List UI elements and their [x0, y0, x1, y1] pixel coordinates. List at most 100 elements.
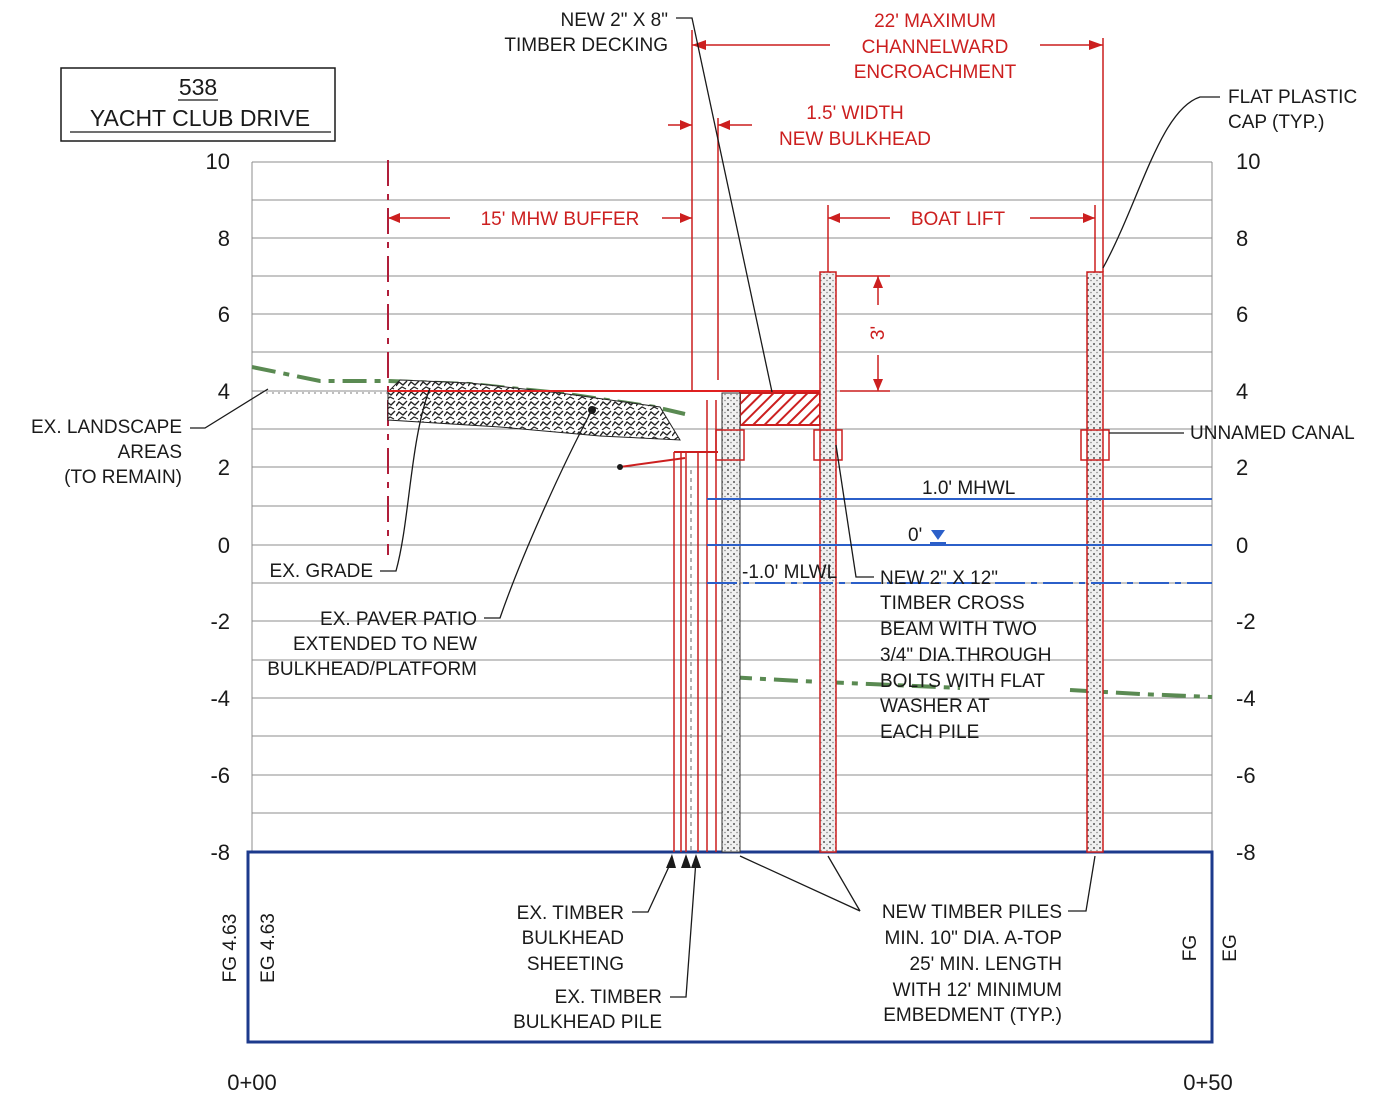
- landscape-line-3: (TO REMAIN): [64, 467, 182, 488]
- patio-line-2: EXTENDED TO NEW: [293, 634, 477, 655]
- bulkhead-width-line-1: 1.5' WIDTH: [806, 103, 904, 124]
- dim-boat-lift: [827, 205, 1096, 272]
- sheeting-leader: [632, 859, 673, 913]
- right-axis: 10 8 6 4 2 0 -2 -4 -6 -8: [1236, 149, 1260, 865]
- water-levels: [707, 498, 1212, 584]
- datum-box: [246, 850, 1214, 1044]
- cross-beam-line-7: EACH PILE: [880, 722, 979, 743]
- grade-label: EX. GRADE: [270, 561, 373, 582]
- tick-left-n2: -2: [210, 609, 230, 634]
- grade-tie: [619, 457, 686, 468]
- piles-line-2: MIN. 10" DIA. A-TOP: [885, 928, 1062, 949]
- piles-line-5: EMBEDMENT (TYP.): [883, 1005, 1062, 1026]
- station-start: 0+00: [227, 1070, 277, 1095]
- bulkhead-pile-arrow: [691, 854, 701, 868]
- buffer-label: 15' MHW BUFFER: [481, 209, 640, 230]
- cap-line-2: CAP (TYP.): [1228, 112, 1324, 133]
- cross-beam-line-6: WASHER AT: [880, 696, 990, 717]
- mhwl-label: 1.0' MHWL: [922, 478, 1015, 499]
- tick-right-n6: -6: [1236, 763, 1256, 788]
- sheeting-line-1: EX. TIMBER: [517, 903, 624, 924]
- cross-beam-line-2: TIMBER CROSS: [880, 593, 1025, 614]
- address-number: 538: [179, 74, 217, 100]
- channelward-line-3: ENCROACHMENT: [854, 62, 1017, 83]
- bulkhead-pile-line-2: BULKHEAD PILE: [513, 1012, 662, 1033]
- channelward-line-1: 22' MAXIMUM: [874, 11, 996, 32]
- existing-bulkhead: [673, 400, 717, 852]
- sheeting-arrow: [666, 854, 676, 868]
- canal-label: UNNAMED CANAL: [1190, 423, 1355, 444]
- piles-line-4: WITH 12' MINIMUM: [893, 980, 1062, 1001]
- tick-left-2: 2: [218, 455, 230, 480]
- tick-right-n8: -8: [1236, 840, 1256, 865]
- tick-left-10: 10: [206, 149, 230, 174]
- channelward-line-2: CHANNELWARD: [862, 37, 1009, 58]
- cross-beam-line-4: 3/4" DIA.THROUGH: [880, 645, 1051, 666]
- tick-left-n4: -4: [210, 686, 230, 711]
- boat-lift-label: BOAT LIFT: [911, 209, 1006, 230]
- tick-left-0: 0: [218, 533, 230, 558]
- cap-leader: [1102, 96, 1220, 269]
- tick-right-n2: -2: [1236, 609, 1256, 634]
- patio-line-1: EX. PAVER PATIO: [320, 609, 477, 630]
- tick-left-6: 6: [218, 302, 230, 327]
- patio-line-3: BULKHEAD/PLATFORM: [267, 659, 477, 680]
- piles-leaders: [739, 855, 1096, 912]
- title-block: [60, 67, 336, 142]
- mlwl-label: -1.0' MLWL: [742, 562, 837, 583]
- bulkhead-pile-line-1: EX. TIMBER: [555, 987, 662, 1008]
- eg-right-label: EG: [1220, 934, 1241, 961]
- decking-leader: [676, 17, 773, 393]
- water-symbol-icon: [931, 530, 945, 540]
- tick-right-4: 4: [1236, 379, 1248, 404]
- tick-left-n8: -8: [210, 840, 230, 865]
- cross-beam-line-3: BEAM WITH TWO: [880, 619, 1037, 640]
- sheeting-line-3: SHEETING: [527, 954, 624, 975]
- dim-channelward: [691, 30, 1104, 391]
- cross-beam-bolts: [715, 429, 1110, 461]
- tick-right-0: 0: [1236, 533, 1248, 558]
- patio-leader: [484, 409, 593, 619]
- tick-right-6: 6: [1236, 302, 1248, 327]
- decking-line-1: NEW 2" X 8": [561, 10, 668, 31]
- station-end: 0+50: [1183, 1070, 1233, 1095]
- eg-left-label: EG 4.63: [258, 913, 279, 983]
- dim-buffer: [388, 213, 692, 223]
- sheeting-line-2: BULKHEAD: [522, 928, 624, 949]
- cross-beam-leader: [835, 444, 874, 578]
- grade-leader: [380, 387, 431, 572]
- piles-line-1: NEW TIMBER PILES: [882, 902, 1062, 923]
- decking-line-2: TIMBER DECKING: [504, 35, 668, 56]
- bulkhead-new-pile: [721, 392, 741, 853]
- address-street: YACHT CLUB DRIVE: [90, 105, 310, 131]
- sheeting-arrow-2: [681, 854, 691, 868]
- piles-line-3: 25' MIN. LENGTH: [910, 954, 1063, 975]
- pile-height-label: 3': [868, 326, 889, 340]
- dim-bulkhead-width: [668, 118, 752, 380]
- landscape-leader: [190, 388, 269, 429]
- tick-right-10: 10: [1236, 149, 1260, 174]
- lift-pile-2: [1086, 271, 1104, 853]
- timber-decking: [739, 392, 821, 426]
- tick-right-n4: -4: [1236, 686, 1256, 711]
- grade-tie-point: [617, 464, 623, 470]
- tick-left-4: 4: [218, 379, 230, 404]
- cap-line-1: FLAT PLASTIC: [1228, 87, 1357, 108]
- patio-leader-dot: [588, 406, 596, 414]
- cross-beam-line-1: NEW 2" X 12": [880, 568, 998, 589]
- fg-right-label: FG: [1180, 935, 1201, 961]
- tick-left-8: 8: [218, 226, 230, 251]
- tick-left-n6: -6: [210, 763, 230, 788]
- tick-right-8: 8: [1236, 226, 1248, 251]
- bulkhead-pile-leader: [670, 859, 697, 998]
- fg-left-label: FG 4.63: [220, 914, 241, 983]
- cross-beam-line-5: BOLTS WITH FLAT: [880, 671, 1045, 692]
- landscape-line-1: EX. LANDSCAPE: [31, 417, 182, 438]
- bulkhead-width-line-2: NEW BULKHEAD: [779, 129, 931, 150]
- dim-pile-height: [836, 275, 890, 392]
- zero-label: 0': [908, 525, 922, 546]
- tick-right-2: 2: [1236, 455, 1248, 480]
- left-axis: 10 8 6 4 2 0 -2 -4 -6 -8: [206, 149, 230, 865]
- paver-patio: [387, 379, 681, 441]
